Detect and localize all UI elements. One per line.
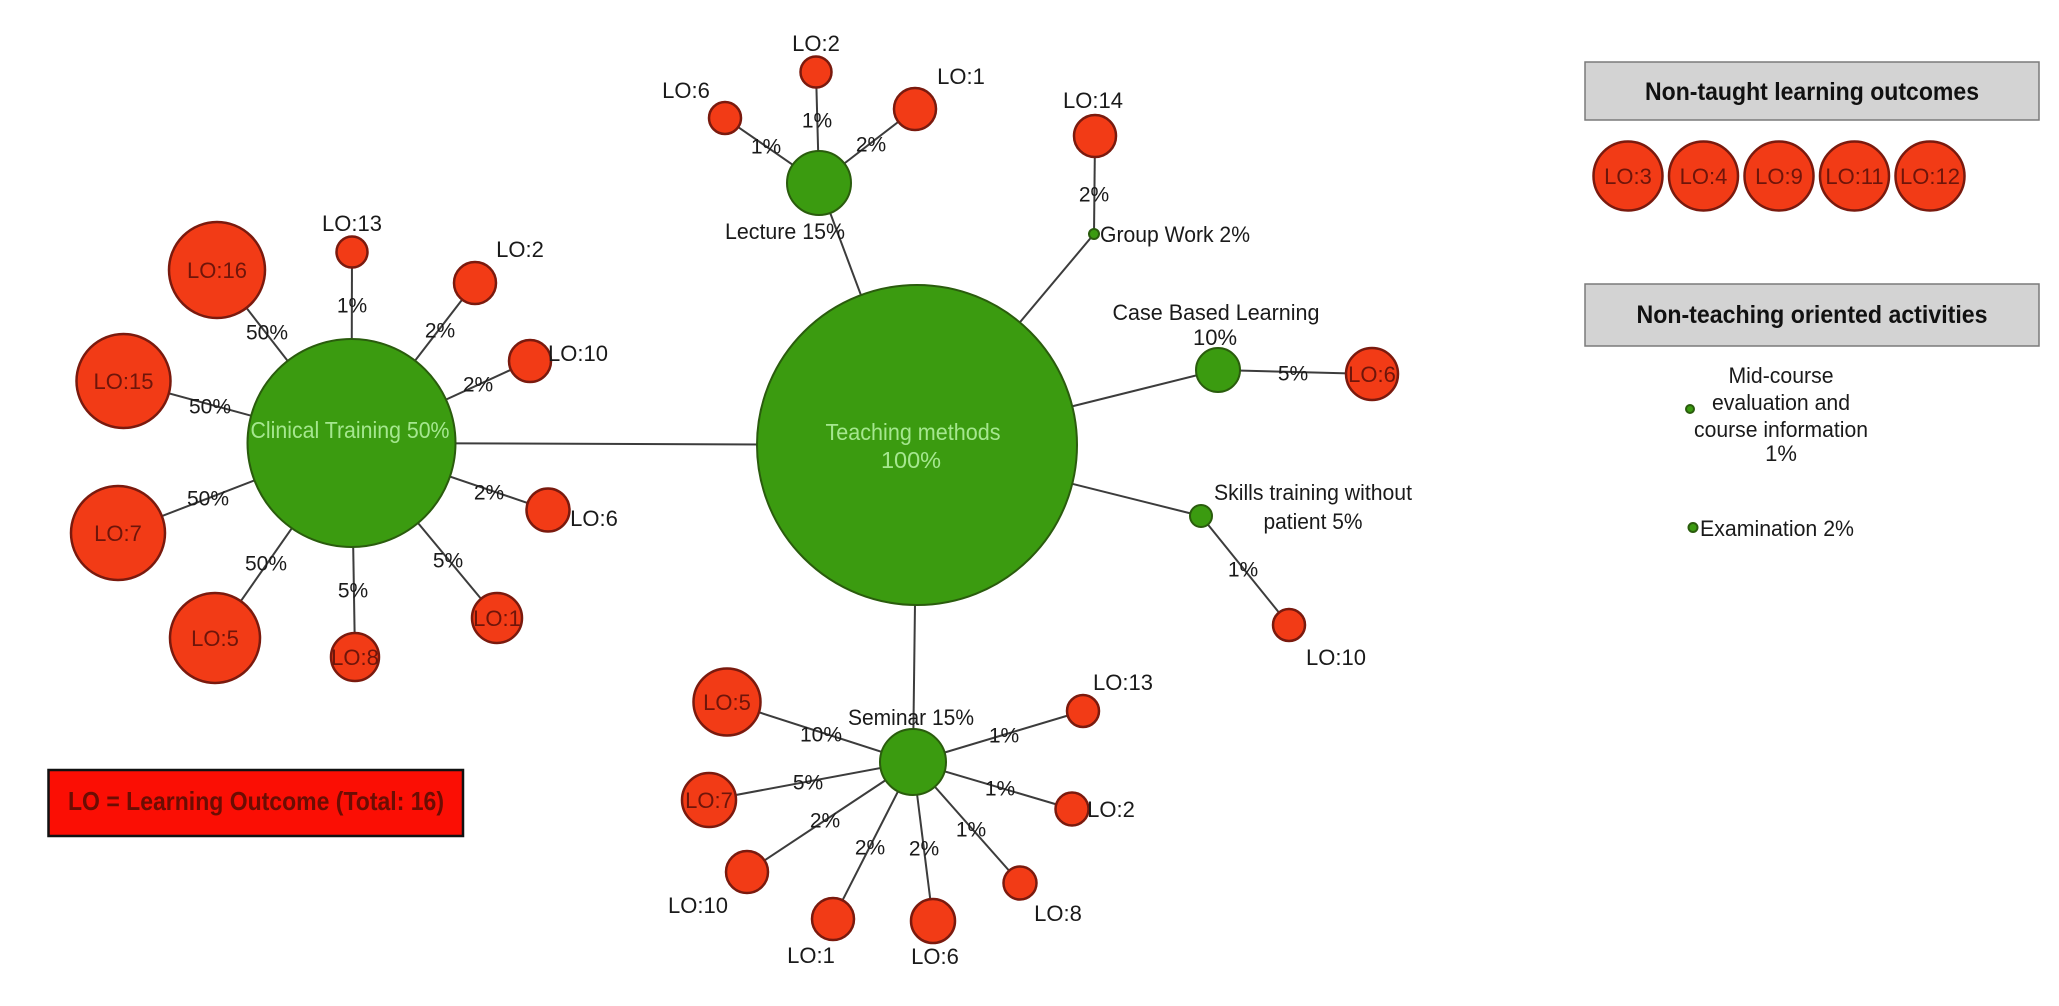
svg-text:LO:4: LO:4: [1680, 164, 1728, 189]
svg-text:Case Based Learning: Case Based Learning: [1113, 300, 1320, 325]
svg-text:LO:12: LO:12: [1900, 164, 1960, 189]
svg-text:50%: 50%: [187, 488, 229, 511]
svg-text:1%: 1%: [337, 295, 367, 318]
svg-text:5%: 5%: [338, 580, 368, 603]
svg-text:Teaching methods: Teaching methods: [826, 419, 1001, 445]
svg-text:evaluation and: evaluation and: [1712, 390, 1850, 415]
svg-text:LO:16: LO:16: [187, 258, 247, 283]
svg-text:1%: 1%: [1765, 441, 1797, 466]
svg-text:10%: 10%: [1193, 325, 1237, 350]
svg-text:1%: 1%: [1228, 559, 1258, 582]
svg-text:Group Work 2%: Group Work 2%: [1100, 222, 1250, 247]
svg-text:100%: 100%: [881, 447, 941, 473]
svg-text:5%: 5%: [1278, 363, 1308, 386]
svg-text:LO:9: LO:9: [1755, 164, 1803, 189]
svg-text:LO:8: LO:8: [331, 645, 379, 670]
svg-text:1%: 1%: [989, 725, 1019, 748]
svg-text:LO:1: LO:1: [937, 64, 985, 89]
svg-text:50%: 50%: [245, 553, 287, 576]
svg-text:1%: 1%: [751, 136, 781, 159]
svg-text:LO:2: LO:2: [792, 31, 840, 56]
svg-text:Lecture 15%: Lecture 15%: [725, 219, 845, 244]
svg-text:50%: 50%: [189, 396, 231, 419]
svg-text:1%: 1%: [956, 819, 986, 842]
svg-text:LO:1: LO:1: [473, 606, 521, 631]
svg-text:5%: 5%: [433, 550, 463, 573]
svg-text:LO:15: LO:15: [94, 369, 154, 394]
svg-text:LO:10: LO:10: [1306, 645, 1366, 670]
svg-text:2%: 2%: [855, 837, 885, 860]
svg-text:2%: 2%: [463, 374, 493, 397]
svg-text:LO = Learning Outcome (Total:: LO = Learning Outcome (Total: 16): [68, 786, 444, 816]
svg-text:LO:13: LO:13: [1093, 670, 1153, 695]
svg-text:LO:1: LO:1: [787, 943, 835, 968]
svg-text:LO:6: LO:6: [911, 944, 959, 969]
svg-text:2%: 2%: [474, 482, 504, 505]
svg-text:LO:5: LO:5: [703, 690, 751, 715]
svg-text:Examination 2%: Examination 2%: [1700, 516, 1854, 541]
svg-text:Clinical Training 50%: Clinical Training 50%: [251, 417, 450, 443]
svg-text:2%: 2%: [425, 320, 455, 343]
svg-text:course information: course information: [1694, 417, 1868, 442]
svg-text:Non-taught learning outcomes: Non-taught learning outcomes: [1645, 78, 1979, 106]
svg-text:LO:10: LO:10: [668, 893, 728, 918]
svg-text:1%: 1%: [802, 110, 832, 133]
svg-text:LO:3: LO:3: [1604, 164, 1652, 189]
svg-text:Mid-course: Mid-course: [1729, 363, 1834, 388]
svg-text:1%: 1%: [985, 778, 1015, 801]
svg-text:patient 5%: patient 5%: [1264, 509, 1363, 534]
svg-text:LO:7: LO:7: [685, 788, 733, 813]
svg-text:LO:2: LO:2: [496, 237, 544, 262]
svg-text:Non-teaching oriented activiti: Non-teaching oriented activities: [1637, 301, 1988, 329]
svg-text:LO:7: LO:7: [94, 521, 142, 546]
svg-text:LO:5: LO:5: [191, 626, 239, 651]
svg-text:LO:6: LO:6: [570, 506, 618, 531]
svg-text:LO:6: LO:6: [1348, 362, 1396, 387]
svg-text:LO:2: LO:2: [1087, 797, 1135, 822]
svg-text:5%: 5%: [793, 772, 823, 795]
svg-text:10%: 10%: [800, 724, 842, 747]
svg-text:Seminar 15%: Seminar 15%: [848, 705, 974, 730]
svg-text:Skills training without: Skills training without: [1214, 480, 1412, 505]
svg-text:2%: 2%: [856, 134, 886, 157]
svg-text:50%: 50%: [246, 322, 288, 345]
svg-text:LO:8: LO:8: [1034, 901, 1082, 926]
svg-text:2%: 2%: [909, 838, 939, 861]
svg-text:LO:6: LO:6: [662, 78, 710, 103]
svg-text:LO:10: LO:10: [548, 341, 608, 366]
svg-text:2%: 2%: [810, 810, 840, 833]
svg-text:LO:13: LO:13: [322, 211, 382, 236]
svg-text:LO:11: LO:11: [1825, 164, 1883, 189]
svg-text:LO:14: LO:14: [1063, 88, 1123, 113]
svg-text:2%: 2%: [1079, 184, 1109, 207]
